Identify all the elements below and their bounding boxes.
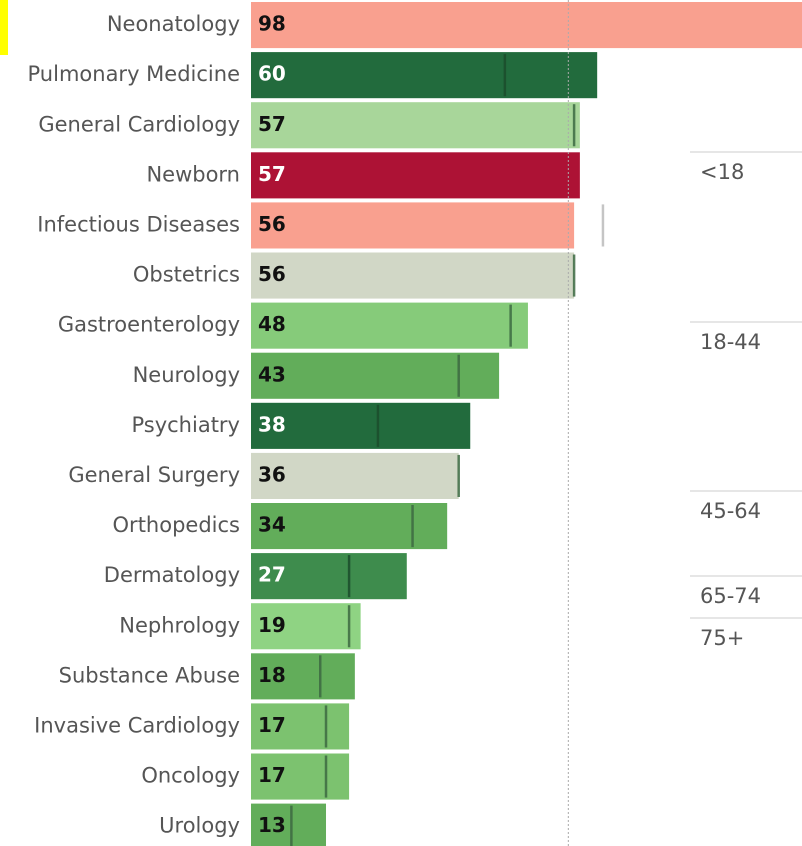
category-label: Dermatology	[104, 563, 240, 587]
value-label: 48	[258, 312, 286, 336]
labels: Neonatology 98 Pulmonary Medicine 60 General…	[28, 12, 286, 838]
category-label: General Cardiology	[38, 112, 240, 136]
value-label: 17	[258, 763, 286, 787]
category-label: Gastroenterology	[58, 313, 240, 337]
value-label: 19	[258, 613, 286, 637]
category-label: Urology	[159, 814, 240, 838]
plot	[251, 2, 802, 846]
category-label: Substance Abuse	[59, 663, 240, 687]
category-label: Invasive Cardiology	[34, 713, 240, 737]
age-label: <18	[700, 160, 744, 184]
bar	[251, 252, 575, 299]
bar	[251, 152, 580, 199]
category-label: Oncology	[141, 764, 240, 788]
value-label: 13	[258, 813, 286, 837]
category-label: Newborn	[146, 162, 240, 186]
bar	[251, 52, 598, 99]
value-label: 56	[258, 212, 286, 236]
bar	[251, 202, 575, 249]
value-label: 18	[258, 663, 286, 687]
age-label: 65-74	[700, 584, 761, 608]
age-label: 75+	[700, 626, 744, 650]
bar	[251, 753, 350, 800]
value-label: 98	[258, 12, 286, 36]
bar	[251, 653, 355, 700]
value-label: 34	[258, 513, 286, 537]
bar	[251, 2, 802, 49]
value-label: 56	[258, 262, 286, 286]
age-panel: <18 18-44 45-64 65-74 75+	[690, 151, 802, 650]
category-label: Pulmonary Medicine	[28, 62, 240, 86]
bar	[251, 452, 459, 499]
category-label: Orthopedics	[113, 513, 240, 537]
bar	[251, 803, 327, 846]
category-label: Nephrology	[119, 613, 240, 637]
value-label: 43	[258, 362, 286, 386]
value-label: 36	[258, 462, 286, 486]
bar	[251, 302, 528, 349]
age-label: 45-64	[700, 499, 761, 523]
value-label: 38	[258, 412, 286, 436]
category-label: Obstetrics	[133, 263, 240, 287]
bar	[251, 503, 448, 550]
category-label: Infectious Diseases	[37, 212, 240, 236]
category-label: General Surgery	[68, 463, 240, 487]
value-label: 57	[258, 112, 286, 136]
value-label: 27	[258, 563, 286, 587]
value-label: 57	[258, 162, 286, 186]
age-label: 18-44	[700, 330, 761, 354]
bar	[251, 352, 500, 399]
selection-marker	[0, 0, 8, 55]
bar	[251, 553, 407, 600]
bar	[251, 603, 361, 650]
category-label: Psychiatry	[131, 413, 240, 437]
bar	[251, 102, 580, 149]
bar	[251, 402, 471, 449]
bar	[251, 703, 350, 750]
value-label: 60	[258, 62, 286, 86]
value-label: 17	[258, 713, 286, 737]
category-label: Neonatology	[107, 12, 240, 36]
category-label: Neurology	[133, 363, 240, 387]
